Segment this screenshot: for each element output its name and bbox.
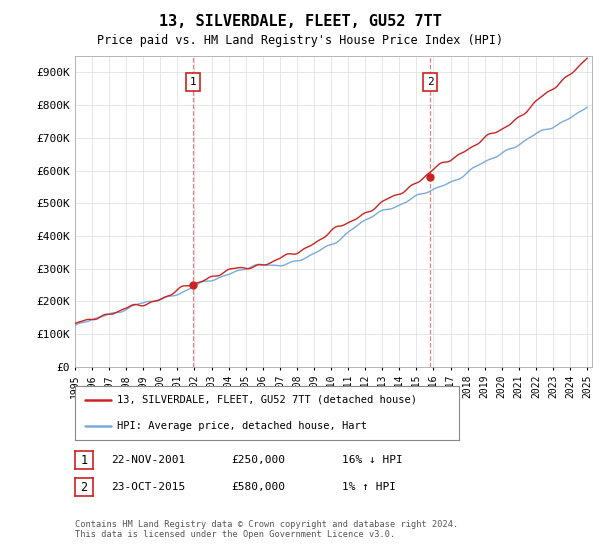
Text: 1% ↑ HPI: 1% ↑ HPI [342,482,396,492]
Text: Price paid vs. HM Land Registry's House Price Index (HPI): Price paid vs. HM Land Registry's House … [97,34,503,46]
Text: £250,000: £250,000 [231,455,285,465]
Text: 16% ↓ HPI: 16% ↓ HPI [342,455,403,465]
Text: £580,000: £580,000 [231,482,285,492]
Text: 22-NOV-2001: 22-NOV-2001 [111,455,185,465]
Text: 1: 1 [80,454,88,467]
Text: 1: 1 [190,77,196,87]
Text: 23-OCT-2015: 23-OCT-2015 [111,482,185,492]
Text: 2: 2 [427,77,433,87]
Text: 13, SILVERDALE, FLEET, GU52 7TT (detached house): 13, SILVERDALE, FLEET, GU52 7TT (detache… [117,395,417,405]
Text: HPI: Average price, detached house, Hart: HPI: Average price, detached house, Hart [117,421,367,431]
Text: Contains HM Land Registry data © Crown copyright and database right 2024.
This d: Contains HM Land Registry data © Crown c… [75,520,458,539]
Text: 2: 2 [80,480,88,494]
Text: 13, SILVERDALE, FLEET, GU52 7TT: 13, SILVERDALE, FLEET, GU52 7TT [158,14,442,29]
